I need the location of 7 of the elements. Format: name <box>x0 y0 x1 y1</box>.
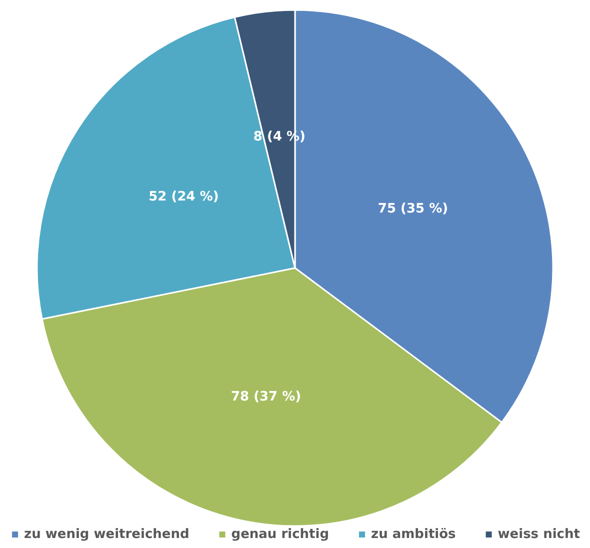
data-label: 75 (35 %) <box>378 201 448 216</box>
data-label: 52 (24 %) <box>148 190 219 205</box>
legend-label: zu ambitiös <box>371 527 456 542</box>
legend-label: genau richtig <box>231 527 330 542</box>
legend-label: zu wenig weitreichend <box>24 527 190 542</box>
data-label: 78 (37 %) <box>230 389 302 404</box>
legend-label: weiss nicht <box>498 527 580 542</box>
